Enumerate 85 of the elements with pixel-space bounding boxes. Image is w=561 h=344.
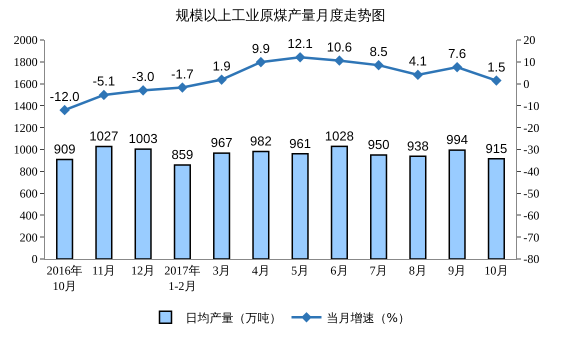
bar: [330, 146, 348, 259]
data-label: 994: [446, 132, 468, 148]
x-tick-label: 8月: [408, 263, 427, 278]
bar: [213, 152, 230, 259]
data-label: 8.5: [370, 44, 388, 59]
data-label: 915: [486, 140, 508, 156]
data-label: 4.1: [408, 54, 427, 69]
y2-tick-label: 10: [523, 55, 536, 70]
x-tick-label: 4月: [252, 263, 270, 278]
data-label: 967: [210, 135, 232, 150]
y2-tick-label: -70: [523, 230, 540, 244]
y-tick-label: 1600: [14, 77, 38, 91]
point: [373, 60, 384, 70]
y-tick-label: 1400: [14, 98, 38, 113]
bar: [488, 158, 505, 259]
point: [98, 90, 110, 100]
data-label: -1.7: [171, 66, 194, 82]
point: [412, 70, 424, 80]
x-tick-label: 10月: [484, 263, 508, 278]
y2-tick-label: 0: [523, 77, 530, 91]
data-label: 938: [407, 138, 429, 154]
y2-tick-label: -40: [523, 164, 540, 179]
y-tick-label: 0: [32, 252, 38, 266]
point: [177, 82, 188, 93]
point: [138, 85, 148, 96]
data-label: 10.6: [326, 39, 352, 54]
bar: [134, 148, 152, 259]
bar: [252, 150, 270, 259]
x-tick-label: 5月: [291, 263, 310, 278]
x-tick-label: 3月: [212, 263, 231, 278]
point: [334, 55, 345, 66]
y2-tick-label: -10: [523, 98, 540, 113]
data-label: -3.0: [132, 69, 154, 84]
bar: [56, 158, 74, 259]
y2-tick-label: -60: [523, 208, 540, 222]
y2-tick-label: 20: [523, 33, 536, 48]
point: [491, 75, 502, 86]
data-label: -5.1: [92, 74, 116, 89]
y-tick-label: 2000: [14, 33, 38, 48]
y-tick-label: 800: [20, 164, 38, 179]
point: [256, 56, 266, 68]
y-tick-label: 400: [20, 208, 38, 222]
data-label: 961: [289, 136, 311, 151]
x-tick-label: 9月: [448, 263, 466, 278]
bar: [174, 164, 191, 259]
data-label: 7.6: [448, 46, 466, 61]
data-label: 9.9: [252, 40, 270, 56]
x-tick-label: 11月: [92, 263, 116, 278]
data-label: 950: [368, 136, 390, 152]
data-label: 1028: [324, 128, 354, 144]
bar: [409, 156, 426, 259]
point: [216, 74, 227, 85]
legend-label: 日均产量（万吨）: [186, 310, 282, 325]
y2-tick-label: -30: [523, 142, 540, 157]
data-label: 1.9: [212, 58, 231, 74]
y2-tick-label: -50: [523, 186, 540, 200]
bar: [95, 146, 112, 259]
y-tick-label: 1800: [14, 55, 38, 70]
data-label: 1003: [128, 131, 158, 146]
data-label: 859: [172, 146, 194, 162]
y2-tick-label: -20: [523, 120, 540, 135]
x-tick-label: 12月: [131, 263, 156, 278]
y-tick-label: 600: [20, 186, 38, 200]
bar: [370, 154, 388, 259]
y-tick-label: 1000: [14, 142, 38, 157]
x-tick-label: 2017年 1-2月: [164, 263, 200, 293]
bar: [448, 149, 466, 259]
data-label: 909: [54, 141, 76, 156]
data-label: 982: [250, 133, 272, 148]
data-label: 1.5: [487, 59, 506, 74]
point: [59, 104, 70, 116]
point: [452, 62, 462, 72]
y-tick-label: 1200: [14, 120, 38, 135]
point: [294, 52, 306, 62]
chart-title: 规模以上工业原煤产量月度走势图: [176, 8, 386, 24]
x-tick-label: 6月: [330, 263, 348, 278]
bar: [292, 153, 309, 259]
legend-label: 当月增速（%）: [326, 310, 410, 325]
y-tick-label: 200: [20, 230, 38, 244]
data-label: -12.0: [50, 88, 80, 104]
y2-tick-label: -80: [523, 252, 540, 266]
x-tick-label: 7月: [370, 263, 388, 278]
data-label: 1027: [89, 128, 118, 144]
data-label: 12.1: [287, 36, 313, 52]
x-tick-label: 2016年 10月: [46, 263, 83, 293]
